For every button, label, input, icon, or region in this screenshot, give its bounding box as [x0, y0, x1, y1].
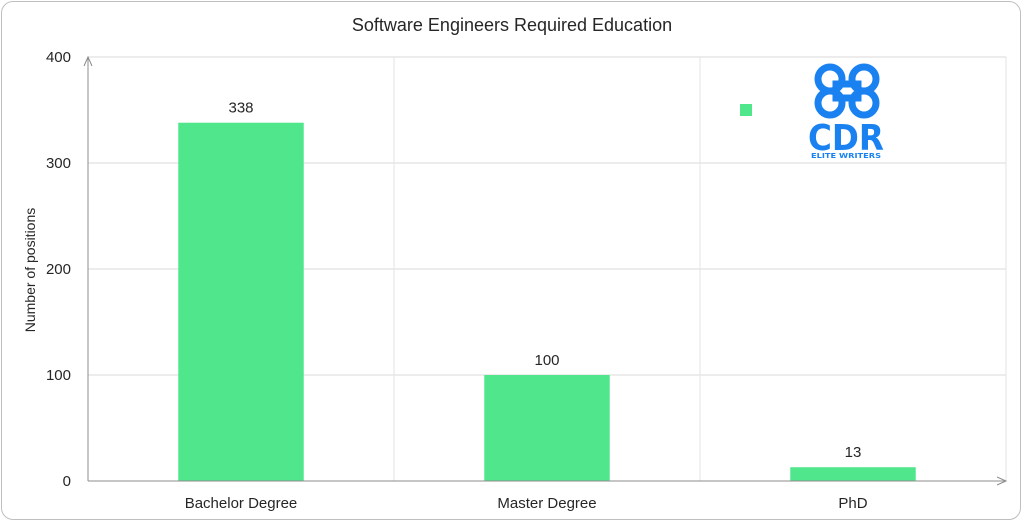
legend-marker [740, 104, 752, 116]
y-tick-labels: 0 100 200 300 400 [46, 49, 71, 490]
x-tick-label: Master Degree [497, 495, 596, 512]
data-label: 338 [228, 100, 253, 117]
y-axis-title: Number of positions [22, 208, 38, 333]
bar [484, 375, 610, 481]
data-label: 100 [534, 352, 559, 369]
command-key-icon [814, 63, 880, 119]
bars [178, 122, 916, 481]
bar [790, 467, 916, 481]
x-axis-arrow [996, 476, 1008, 486]
y-tick-label: 300 [46, 155, 71, 172]
cdr-logo: CDR ELITE WRITERS [808, 63, 884, 160]
logo-wordmark: CDR [808, 118, 884, 159]
y-tick-label: 100 [46, 367, 71, 384]
y-tick-label: 0 [63, 473, 71, 490]
x-tick-labels: Bachelor Degree Master Degree PhD [185, 495, 868, 512]
x-tick-label: Bachelor Degree [185, 495, 298, 512]
chart-title: Software Engineers Required Education [352, 15, 672, 35]
y-tick-label: 200 [46, 261, 71, 278]
bar [178, 122, 304, 481]
data-label: 13 [845, 444, 862, 461]
y-axis-arrow [83, 55, 93, 67]
y-tick-label: 400 [46, 49, 71, 66]
data-labels: 338 100 13 [228, 100, 861, 462]
x-tick-label: PhD [838, 495, 867, 512]
axes [83, 55, 1008, 486]
logo-tagline: ELITE WRITERS [811, 152, 881, 160]
